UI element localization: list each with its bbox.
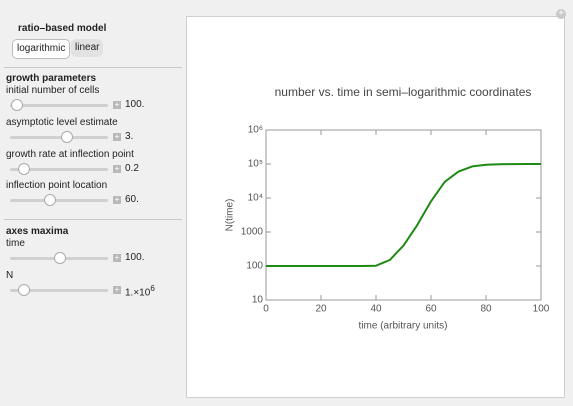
x-tick-label: 0 [263, 304, 269, 315]
y-tick-label: 10⁵ [248, 159, 263, 170]
slider[interactable] [10, 252, 108, 264]
control-value: 60. [125, 194, 139, 205]
slider-thumb[interactable] [18, 163, 30, 175]
control-label: asymptotic level estimate [6, 117, 118, 128]
plus-icon[interactable]: + [556, 9, 566, 19]
plus-button[interactable]: + [113, 164, 121, 173]
output-panel [186, 16, 565, 398]
control-value: 3. [125, 131, 134, 142]
plus-button[interactable]: + [113, 100, 121, 109]
plus-button[interactable]: + [113, 253, 121, 262]
chart-title: number vs. time in semi–logarithmic coor… [275, 85, 532, 99]
control-value: 100. [125, 99, 145, 110]
slider[interactable] [10, 163, 108, 175]
section-heading: axes maxima [6, 226, 69, 237]
exponent: 6 [150, 284, 155, 293]
slider-thumb[interactable] [54, 252, 66, 264]
x-tick-label: 20 [315, 304, 327, 315]
toggle-option[interactable]: logarithmic [12, 39, 71, 59]
separator [4, 67, 182, 68]
control-value: 100. [125, 252, 145, 263]
slider[interactable] [10, 99, 108, 111]
data-line [266, 163, 542, 267]
y-tick-label: 1000 [241, 227, 264, 238]
control-label: growth rate at inflection point [6, 149, 134, 160]
slider[interactable] [10, 194, 108, 206]
x-tick-label: 100 [533, 304, 550, 315]
control-label: initial number of cells [6, 85, 100, 96]
x-axis-label: time (arbitrary units) [359, 321, 448, 332]
section-heading: ratio–based model [18, 23, 107, 34]
y-tick-label: 10 [252, 295, 264, 306]
y-tick-label: 10⁶ [248, 125, 263, 136]
y-tick-label: 10⁴ [248, 193, 263, 204]
plus-button[interactable]: + [113, 195, 121, 204]
y-tick-label: 100 [246, 261, 263, 272]
y-axis-label: N(time) [225, 199, 236, 232]
x-tick-label: 60 [425, 304, 437, 315]
slider-thumb[interactable] [61, 131, 73, 143]
control-value: 1.×106 [125, 284, 155, 299]
plot-frame [265, 129, 542, 301]
control-label: inflection point location [6, 180, 108, 191]
section-heading: growth parameters [6, 73, 97, 84]
plus-button[interactable]: + [113, 285, 121, 294]
x-tick-label: 40 [370, 304, 382, 315]
control-label: N [6, 270, 14, 281]
slider-thumb[interactable] [11, 99, 23, 111]
toggle-option[interactable]: linear [71, 39, 104, 57]
control-label: time [6, 238, 25, 249]
slider[interactable] [10, 284, 108, 296]
slider[interactable] [10, 131, 108, 143]
plus-button[interactable]: + [113, 132, 121, 141]
control-value: 0.2 [125, 163, 139, 174]
slider-thumb[interactable] [18, 284, 30, 296]
x-tick-label: 80 [480, 304, 492, 315]
separator [4, 219, 182, 220]
slider-thumb[interactable] [44, 194, 56, 206]
